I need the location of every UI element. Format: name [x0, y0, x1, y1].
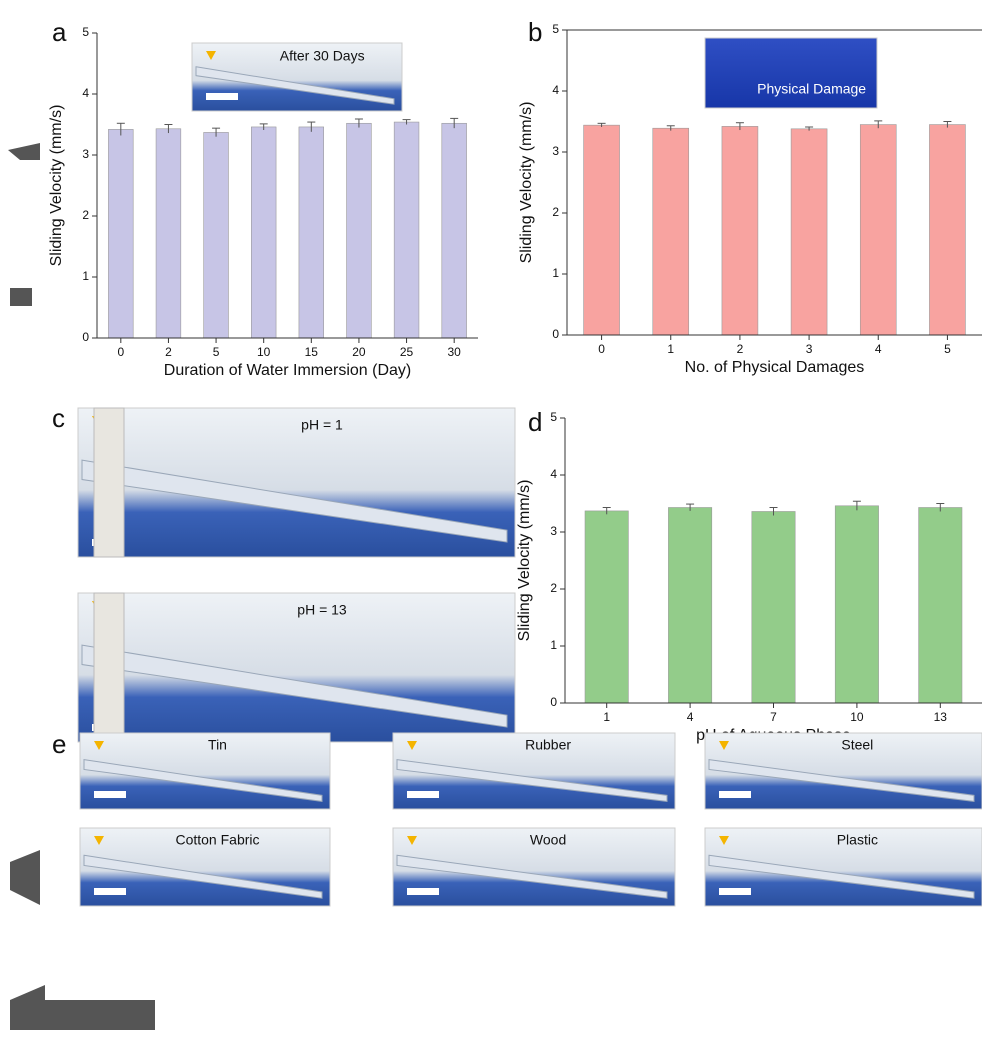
photo — [705, 38, 877, 108]
y-tick-label: 5 — [82, 25, 89, 39]
panel-label: c — [52, 403, 65, 433]
x-tick-label: 7 — [770, 710, 777, 724]
artifact — [8, 143, 40, 160]
photo-caption: pH = 1 — [301, 417, 343, 433]
bar — [585, 511, 628, 703]
y-tick-label: 3 — [552, 144, 559, 158]
inset-caption: After 30 Days — [280, 48, 365, 64]
scale-bar — [206, 93, 238, 100]
y-tick-label: 1 — [550, 638, 557, 652]
scale-bar — [719, 888, 751, 895]
photo-caption: Cotton Fabric — [175, 832, 259, 848]
y-tick-label: 2 — [550, 581, 557, 595]
bar — [156, 129, 181, 338]
x-axis-label: Duration of Water Immersion (Day) — [164, 362, 411, 379]
x-tick-label: 1 — [603, 710, 610, 724]
y-tick-label: 1 — [552, 266, 559, 280]
y-tick-label: 4 — [550, 467, 557, 481]
scale-bar — [94, 791, 126, 798]
panel-label: b — [528, 17, 542, 47]
x-tick-label: 20 — [352, 345, 366, 359]
scale-bar — [94, 888, 126, 895]
x-tick-label: 13 — [934, 710, 948, 724]
panel-label: d — [528, 407, 542, 437]
bar — [204, 132, 229, 338]
y-tick-label: 4 — [82, 86, 89, 100]
x-tick-label: 4 — [875, 342, 882, 356]
bar — [752, 511, 795, 703]
bar — [108, 129, 133, 338]
x-tick-label: 2 — [165, 345, 172, 359]
y-tick-label: 4 — [552, 83, 559, 97]
bar — [835, 506, 878, 703]
x-tick-label: 25 — [400, 345, 414, 359]
x-tick-label: 3 — [806, 342, 813, 356]
photo-caption: pH = 13 — [297, 602, 347, 618]
scale-bar — [407, 888, 439, 895]
x-tick-label: 4 — [687, 710, 694, 724]
panel-label: a — [52, 17, 67, 47]
y-tick-label: 5 — [550, 410, 557, 424]
y-tick-label: 1 — [82, 269, 89, 283]
figure: a0123450251015202530Duration of Water Im… — [0, 0, 982, 1046]
bar — [929, 125, 965, 335]
y-tick-label: 0 — [82, 330, 89, 344]
x-tick-label: 0 — [117, 345, 124, 359]
x-tick-label: 2 — [737, 342, 744, 356]
x-tick-label: 0 — [598, 342, 605, 356]
x-tick-label: 1 — [667, 342, 674, 356]
y-tick-label: 2 — [82, 208, 89, 222]
bar — [653, 128, 689, 335]
scale-bar — [407, 791, 439, 798]
bar — [668, 507, 711, 703]
y-tick-label: 3 — [550, 524, 557, 538]
x-tick-label: 5 — [944, 342, 951, 356]
y-tick-label: 0 — [552, 327, 559, 341]
inset-caption: Physical Damage — [757, 81, 866, 97]
artifact — [10, 850, 40, 905]
bar — [347, 123, 372, 338]
bar — [584, 125, 620, 335]
scale-bar — [719, 791, 751, 798]
ph-strip — [94, 593, 124, 742]
y-axis-label: Sliding Velocity (mm/s) — [518, 102, 535, 264]
bar — [722, 126, 758, 335]
photo-caption: Plastic — [837, 832, 878, 848]
bar — [394, 122, 419, 338]
artifact — [10, 985, 155, 1030]
photo-caption: Tin — [208, 737, 227, 753]
photo-caption: Wood — [530, 832, 566, 848]
y-axis-label: Sliding Velocity (mm/s) — [48, 105, 65, 267]
x-tick-label: 15 — [305, 345, 319, 359]
x-tick-label: 30 — [448, 345, 462, 359]
bar — [860, 125, 896, 335]
y-tick-label: 5 — [552, 22, 559, 36]
x-tick-label: 10 — [850, 710, 864, 724]
x-tick-label: 5 — [213, 345, 220, 359]
y-tick-label: 0 — [550, 695, 557, 709]
bar — [251, 127, 276, 338]
bar — [791, 129, 827, 335]
x-axis-label: No. of Physical Damages — [685, 359, 865, 376]
y-tick-label: 2 — [552, 205, 559, 219]
ph-strip — [94, 408, 124, 557]
photo-caption: Steel — [841, 737, 873, 753]
x-tick-label: 10 — [257, 345, 271, 359]
y-axis-label: Sliding Velocity (mm/s) — [516, 480, 533, 642]
bar — [442, 123, 467, 338]
y-tick-label: 3 — [82, 147, 89, 161]
photo-caption: Rubber — [525, 737, 571, 753]
panel-label: e — [52, 729, 66, 759]
artifact — [10, 288, 32, 306]
bar — [919, 507, 962, 703]
bar — [299, 127, 324, 338]
